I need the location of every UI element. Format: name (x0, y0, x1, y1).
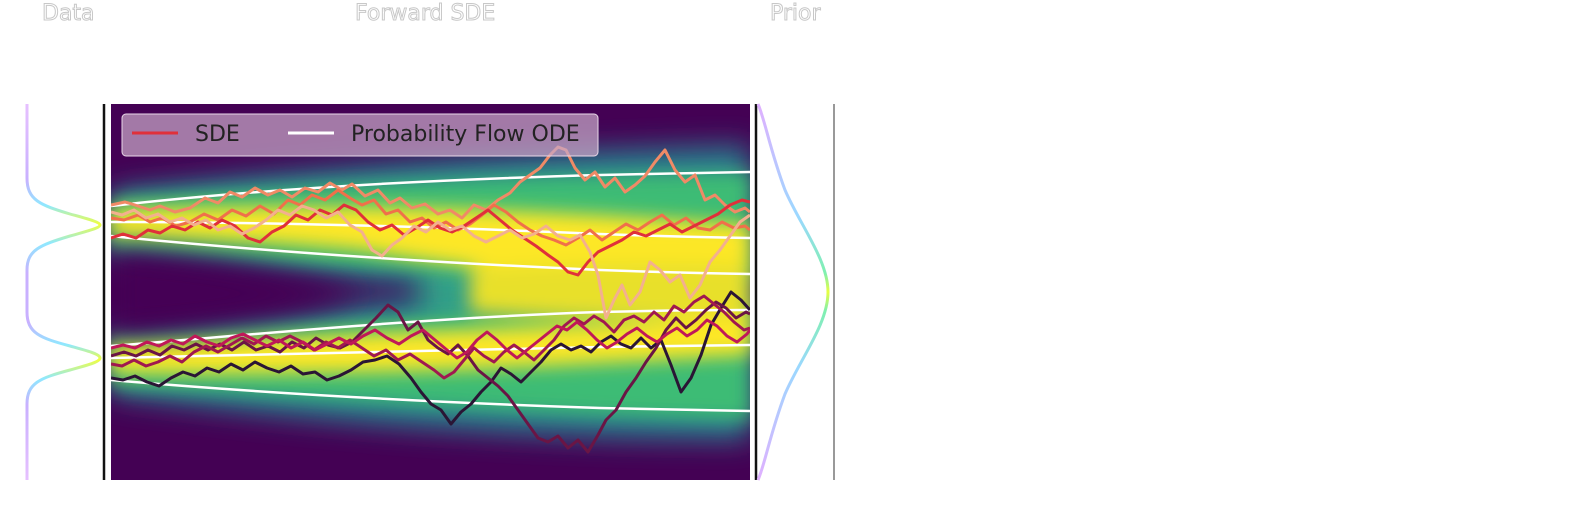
forward-sde-panel-title: Forward SDE (354, 1, 496, 27)
prior-distribution-curve (756, 103, 830, 481)
sde-trajectory (111, 290, 750, 426)
sde-trajectory (111, 318, 750, 360)
sde-trajectory (111, 300, 750, 454)
ode-legend-label: Probability Flow ODE (351, 122, 580, 147)
sde-trajectory (111, 294, 750, 380)
legend: SDE Probability Flow ODE (121, 113, 599, 157)
sde-trajectory (111, 145, 750, 220)
sde-trajectory (111, 198, 750, 277)
sde-trajectories (111, 145, 750, 454)
sde-trajectory (111, 188, 750, 247)
sde-legend-label: SDE (195, 122, 240, 147)
sde-trajectory (111, 204, 750, 320)
density-heatmap (111, 104, 750, 480)
prior-panel-title: Prior (770, 1, 822, 27)
data-panel-title: Data (42, 1, 96, 27)
data-distribution-curve (25, 104, 102, 480)
